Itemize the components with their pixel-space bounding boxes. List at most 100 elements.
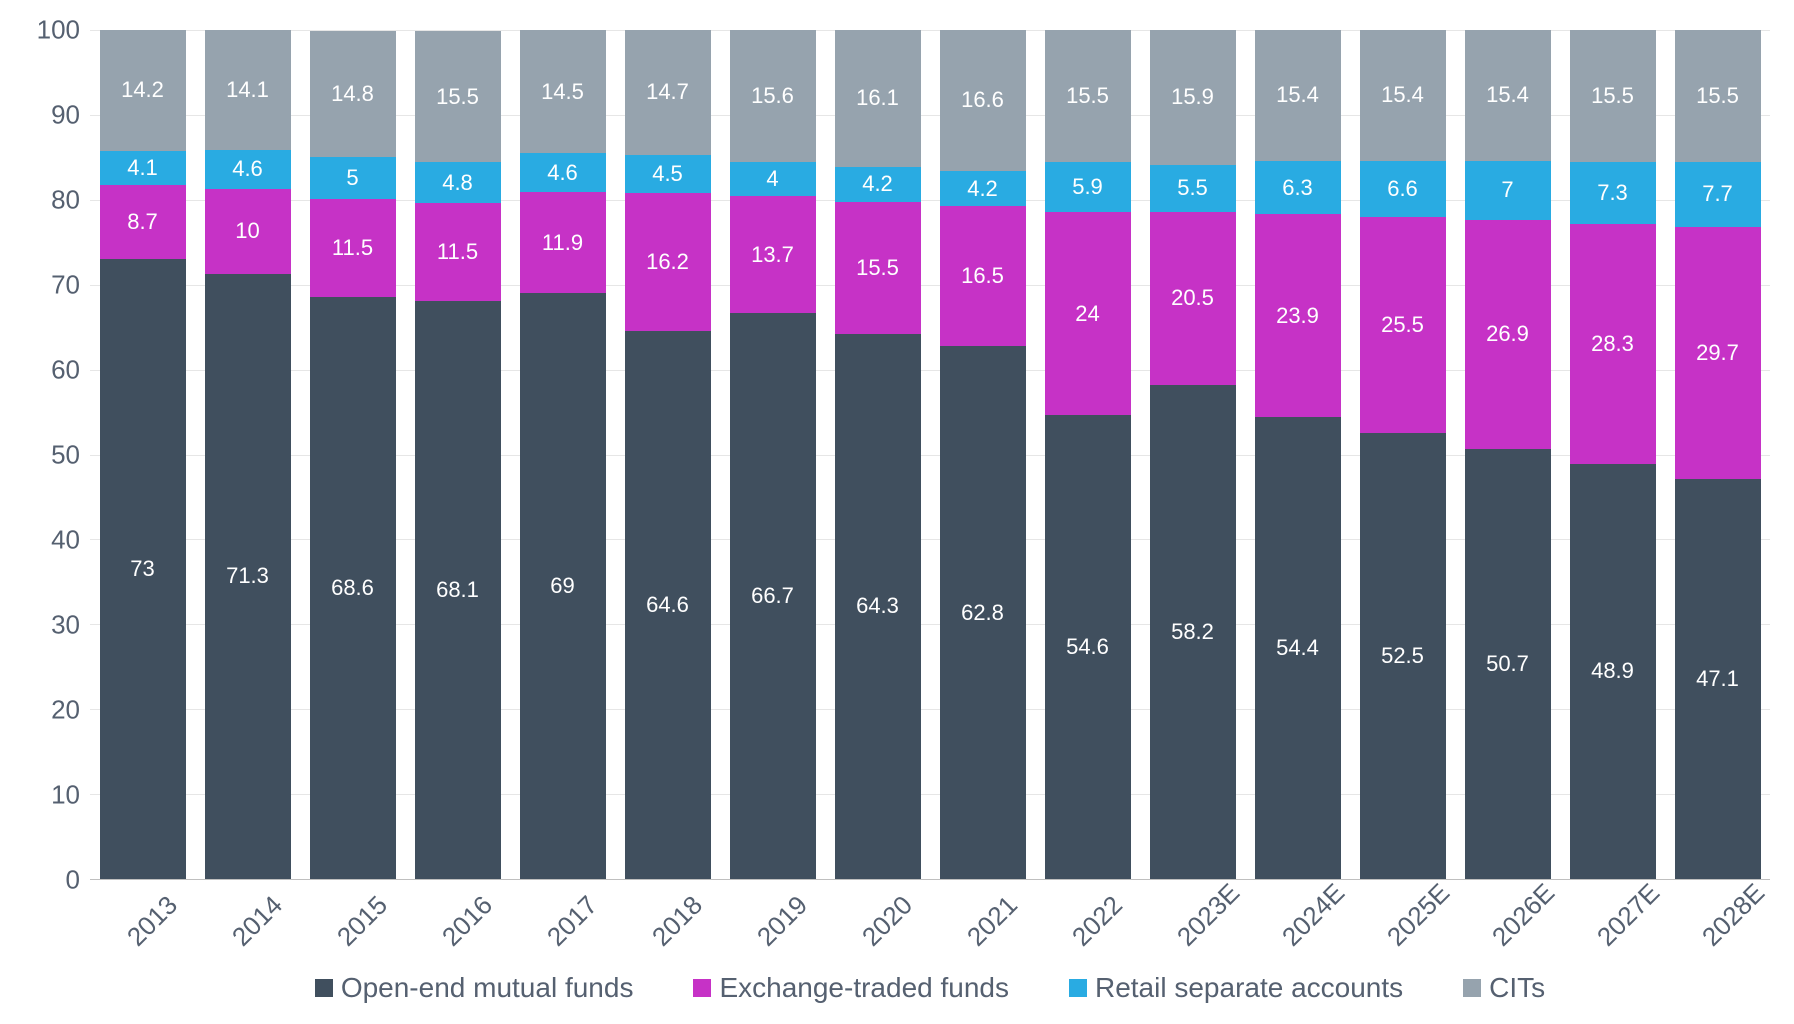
bar-segment-cits: 16.6	[940, 30, 1026, 171]
bar-segment-cits: 14.2	[100, 30, 186, 151]
y-tick-label: 10	[20, 780, 80, 811]
bar-segment-cits: 15.4	[1465, 30, 1551, 161]
bar-segment-retail: 6.6	[1360, 161, 1446, 217]
bar-column: 15.57.729.747.1	[1675, 30, 1761, 879]
y-tick-label: 80	[20, 185, 80, 216]
y-tick-label: 50	[20, 440, 80, 471]
bar-segment-cits: 15.4	[1255, 30, 1341, 161]
bar-segment-etf: 11.9	[520, 192, 606, 293]
bar-column: 16.14.215.564.3	[835, 30, 921, 879]
bar-segment-retail: 4.2	[835, 167, 921, 203]
bar-segment-cits: 15.5	[415, 31, 501, 163]
bar-segment-etf: 11.5	[310, 199, 396, 297]
bar-segment-etf: 25.5	[1360, 217, 1446, 433]
bars-container: 14.24.18.77314.14.61071.314.8511.568.615…	[90, 30, 1770, 879]
bar-segment-retail: 4.6	[205, 150, 291, 189]
bar-segment-etf: 16.2	[625, 193, 711, 331]
bar-segment-etf: 23.9	[1255, 214, 1341, 417]
bar-segment-etf: 28.3	[1570, 224, 1656, 464]
y-tick-label: 90	[20, 100, 80, 131]
stacked-bar-chart: 100 90 80 70 60 50 40 30 20 10 0 14.24.1…	[20, 20, 1774, 1004]
y-tick-label: 40	[20, 525, 80, 556]
bar-segment-retail: 6.3	[1255, 161, 1341, 214]
bar-segment-cits: 15.6	[730, 30, 816, 162]
bar-column: 14.14.61071.3	[205, 30, 291, 879]
legend: Open-end mutual funds Exchange-traded fu…	[90, 972, 1770, 1004]
legend-label: Exchange-traded funds	[719, 972, 1009, 1004]
bar-segment-etf: 29.7	[1675, 227, 1761, 479]
bar-segment-open_end: 68.6	[310, 297, 396, 879]
bar-column: 16.64.216.562.8	[940, 30, 1026, 879]
bar-segment-cits: 16.1	[835, 30, 921, 167]
x-axis: 2013201420152016201720182019202020212022…	[90, 890, 1770, 955]
bar-segment-retail: 5.5	[1150, 165, 1236, 212]
bar-segment-retail: 7	[1465, 161, 1551, 220]
bar-segment-retail: 4.5	[625, 155, 711, 193]
bar-column: 14.24.18.773	[100, 30, 186, 879]
bar-segment-open_end: 71.3	[205, 274, 291, 879]
y-tick-label: 0	[20, 865, 80, 896]
bar-segment-open_end: 66.7	[730, 313, 816, 879]
legend-swatch	[1463, 979, 1481, 997]
bar-segment-etf: 13.7	[730, 196, 816, 312]
plot-area: 14.24.18.77314.14.61071.314.8511.568.615…	[90, 30, 1770, 880]
y-tick-label: 60	[20, 355, 80, 386]
bar-segment-open_end: 62.8	[940, 346, 1026, 879]
bar-segment-retail: 4.6	[520, 153, 606, 192]
y-tick-label: 30	[20, 610, 80, 641]
bar-segment-open_end: 73	[100, 259, 186, 879]
y-tick-label: 20	[20, 695, 80, 726]
bar-segment-open_end: 48.9	[1570, 464, 1656, 879]
y-tick-label: 70	[20, 270, 80, 301]
legend-item-open-end: Open-end mutual funds	[315, 972, 634, 1004]
y-tick-label: 100	[20, 15, 80, 46]
bar-column: 14.8511.568.6	[310, 30, 396, 879]
bar-segment-cits: 14.1	[205, 30, 291, 150]
bar-column: 15.57.328.348.9	[1570, 30, 1656, 879]
bar-segment-open_end: 64.6	[625, 331, 711, 879]
bar-column: 15.46.323.954.4	[1255, 30, 1341, 879]
bar-segment-cits: 15.4	[1360, 30, 1446, 161]
bar-segment-retail: 7.7	[1675, 162, 1761, 227]
bar-segment-cits: 15.5	[1675, 30, 1761, 162]
legend-item-etf: Exchange-traded funds	[693, 972, 1009, 1004]
bar-segment-cits: 14.5	[520, 30, 606, 153]
bar-column: 15.46.625.552.5	[1360, 30, 1446, 879]
bar-segment-open_end: 69	[520, 293, 606, 879]
bar-segment-open_end: 54.4	[1255, 417, 1341, 879]
bar-segment-retail: 7.3	[1570, 162, 1656, 224]
bar-segment-open_end: 50.7	[1465, 449, 1551, 879]
bar-segment-retail: 5.9	[1045, 162, 1131, 212]
legend-swatch	[693, 979, 711, 997]
legend-item-cits: CITs	[1463, 972, 1545, 1004]
bar-segment-open_end: 68.1	[415, 301, 501, 879]
bar-segment-open_end: 58.2	[1150, 385, 1236, 879]
bar-segment-open_end: 54.6	[1045, 415, 1131, 879]
bar-column: 15.54.811.568.1	[415, 30, 501, 879]
bar-segment-retail: 4.8	[415, 162, 501, 203]
bar-segment-cits: 14.8	[310, 31, 396, 157]
bar-segment-retail: 4.2	[940, 171, 1026, 207]
bar-segment-cits: 14.7	[625, 30, 711, 155]
legend-swatch	[1069, 979, 1087, 997]
bar-segment-etf: 16.5	[940, 206, 1026, 346]
bar-column: 15.6413.766.7	[730, 30, 816, 879]
bar-segment-cits: 15.9	[1150, 30, 1236, 165]
bar-segment-open_end: 52.5	[1360, 433, 1446, 879]
bar-segment-etf: 15.5	[835, 202, 921, 333]
legend-label: Open-end mutual funds	[341, 972, 634, 1004]
bar-segment-etf: 11.5	[415, 203, 501, 301]
bar-segment-retail: 5	[310, 157, 396, 199]
bar-column: 14.74.516.264.6	[625, 30, 711, 879]
legend-label: Retail separate accounts	[1095, 972, 1403, 1004]
bar-segment-retail: 4.1	[100, 151, 186, 186]
bar-column: 14.54.611.969	[520, 30, 606, 879]
bar-segment-etf: 26.9	[1465, 220, 1551, 448]
bar-segment-etf: 20.5	[1150, 212, 1236, 386]
bar-segment-cits: 15.5	[1570, 30, 1656, 162]
bar-column: 15.95.520.558.2	[1150, 30, 1236, 879]
bar-segment-etf: 10	[205, 189, 291, 274]
legend-swatch	[315, 979, 333, 997]
legend-label: CITs	[1489, 972, 1545, 1004]
bar-segment-cits: 15.5	[1045, 30, 1131, 162]
